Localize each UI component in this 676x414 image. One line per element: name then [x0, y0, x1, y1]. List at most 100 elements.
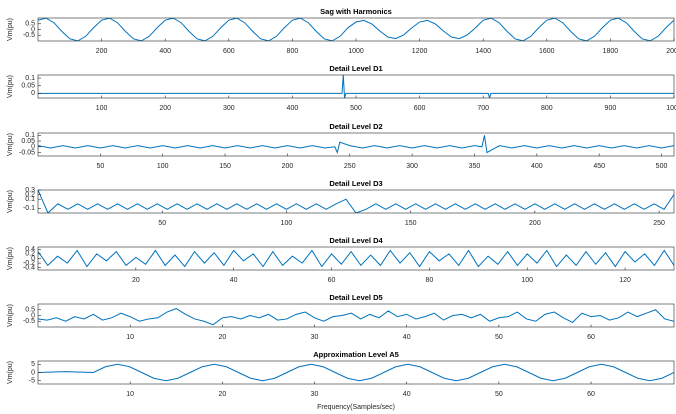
panel-title: Detail Level D1 — [329, 64, 382, 73]
plot-area — [38, 190, 674, 213]
y-tick-label: -0.1 — [23, 205, 35, 212]
signal-line — [38, 18, 674, 41]
x-tick-label: 30 — [311, 391, 319, 398]
y-axis-label: Vm(pu) — [7, 361, 14, 384]
x-tick-label: 50 — [96, 163, 104, 170]
x-tick-label: 20 — [132, 277, 140, 284]
axes-box — [37, 189, 675, 214]
x-tick-label: 10 — [126, 334, 134, 341]
y-axis-label: Vm(pu) — [7, 247, 14, 270]
x-tick-label: 30 — [311, 334, 319, 341]
x-tick-label: 500 — [656, 163, 668, 170]
y-tick-label: 0.5 — [25, 21, 35, 28]
x-tick-label: 1800 — [603, 48, 619, 55]
x-tick-label: 200 — [282, 163, 294, 170]
y-tick-label: -0.05 — [19, 149, 35, 156]
y-tick-label: -0.5 — [23, 32, 35, 39]
x-tick-label: 800 — [541, 105, 553, 112]
y-axis-label: Vm(pu) — [7, 75, 14, 98]
x-tick-label: 10 — [126, 391, 134, 398]
x-tick-label: 100 — [281, 220, 293, 227]
y-tick-label: -0.2 — [23, 260, 35, 267]
y-tick-label: 0 — [31, 369, 35, 376]
x-tick-label: 400 — [531, 163, 543, 170]
x-tick-label: 50 — [495, 334, 503, 341]
y-tick-label: 0.2 — [25, 191, 35, 198]
plot-area — [38, 361, 674, 384]
y-tick-label: 0 — [31, 26, 35, 33]
plot-area — [38, 133, 674, 156]
x-tick-label: 200 — [159, 105, 171, 112]
y-tick-label: 0.1 — [25, 132, 35, 139]
signal-line — [38, 135, 674, 155]
x-tick-label: 600 — [223, 48, 235, 55]
x-tick-label: 60 — [587, 391, 595, 398]
x-tick-label: 1600 — [539, 48, 555, 55]
x-tick-label: 1000 — [348, 48, 364, 55]
x-tick-label: 40 — [230, 277, 238, 284]
x-tick-label: 300 — [223, 105, 235, 112]
x-tick-label: 50 — [495, 391, 503, 398]
x-tick-label: 100 — [96, 105, 108, 112]
y-tick-label: 0.05 — [21, 138, 35, 145]
x-tick-label: 150 — [219, 163, 231, 170]
x-tick-label: 150 — [405, 220, 417, 227]
panel-title: Detail Level D2 — [329, 122, 382, 131]
y-tick-label: 0.05 — [21, 83, 35, 90]
y-axis-label: Vm(pu) — [7, 304, 14, 327]
x-tick-label: 100 — [157, 163, 169, 170]
y-tick-label: 0 — [31, 90, 35, 97]
y-axis-label: Vm(pu) — [7, 133, 14, 156]
signal-line — [38, 190, 674, 213]
axes-box — [37, 132, 675, 157]
y-tick-label: 0.1 — [25, 196, 35, 203]
panel-title: Sag with Harmonics — [320, 7, 392, 16]
signal-line — [38, 363, 674, 382]
x-tick-label: 40 — [403, 391, 411, 398]
y-tick-label: 0 — [31, 255, 35, 262]
y-tick-label: 0.3 — [25, 187, 35, 194]
plot-area — [38, 18, 674, 41]
y-tick-label: 5 — [31, 361, 35, 368]
y-tick-label: -0.4 — [23, 265, 35, 272]
x-tick-label: 120 — [619, 277, 631, 284]
plot-area — [38, 75, 674, 98]
x-tick-label: 350 — [469, 163, 481, 170]
x-axis-label: Frequency(Samples/sec) — [317, 404, 395, 411]
panel-title: Detail Level D3 — [329, 179, 382, 188]
x-tick-label: 40 — [403, 334, 411, 341]
x-tick-label: 50 — [158, 220, 166, 227]
x-tick-label: 200 — [96, 48, 108, 55]
panel-title: Detail Level D5 — [329, 293, 382, 302]
signal-line — [38, 249, 674, 268]
x-tick-label: 900 — [605, 105, 617, 112]
x-tick-label: 20 — [218, 334, 226, 341]
y-tick-label: 0.2 — [25, 251, 35, 258]
x-tick-label: 80 — [425, 277, 433, 284]
panel-title: Approximation Level A5 — [313, 350, 399, 359]
x-tick-label: 400 — [287, 105, 299, 112]
x-tick-label: 1400 — [475, 48, 491, 55]
panel-title: Detail Level D4 — [329, 236, 383, 245]
y-tick-label: 0.1 — [25, 75, 35, 82]
x-tick-label: 100 — [521, 277, 533, 284]
y-tick-label: 0.4 — [25, 246, 35, 253]
x-tick-label: 1000 — [666, 105, 676, 112]
y-axis-label: Vm(pu) — [7, 190, 14, 213]
x-tick-label: 1200 — [412, 48, 428, 55]
y-tick-label: 0.5 — [25, 307, 35, 314]
x-tick-label: 2000 — [666, 48, 676, 55]
y-tick-label: 0 — [31, 144, 35, 151]
x-tick-label: 600 — [414, 105, 426, 112]
x-tick-label: 60 — [587, 334, 595, 341]
x-tick-label: 800 — [287, 48, 299, 55]
x-tick-label: 450 — [593, 163, 605, 170]
x-tick-label: 700 — [477, 105, 489, 112]
y-tick-label: -5 — [29, 378, 35, 385]
y-tick-label: 0 — [31, 312, 35, 319]
x-tick-label: 60 — [328, 277, 336, 284]
signal-line — [38, 75, 674, 98]
x-tick-label: 400 — [159, 48, 171, 55]
x-tick-label: 500 — [350, 105, 362, 112]
